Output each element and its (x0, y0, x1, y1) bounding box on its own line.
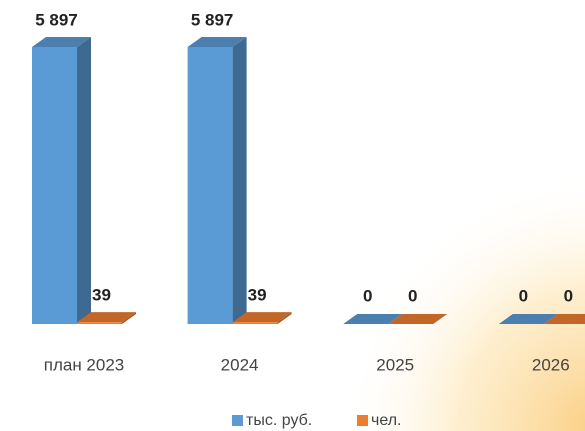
bar-top (187, 37, 247, 47)
legend-swatch (232, 415, 243, 426)
data-label: 39 (248, 286, 267, 305)
bar-side (277, 312, 292, 324)
bar-top (232, 312, 292, 323)
bar (77, 312, 136, 324)
x-tick-label: 2024 (221, 355, 259, 374)
bar-front (232, 322, 278, 324)
data-label: 0 (363, 286, 372, 305)
data-label: 5 897 (191, 10, 234, 29)
x-tick-label: план 2023 (44, 355, 125, 374)
bar (232, 312, 292, 324)
bar-side (232, 37, 247, 324)
bar-front (32, 47, 77, 324)
bar (32, 37, 91, 324)
data-label: 0 (564, 286, 573, 305)
x-tick-label: 2026 (532, 355, 570, 374)
bar-front (187, 47, 233, 324)
data-label: 0 (519, 286, 528, 305)
data-label: 39 (92, 286, 111, 305)
x-tick-label: 2025 (376, 355, 414, 374)
bar (543, 314, 585, 324)
bar-top (77, 312, 136, 323)
legend-label: тыс. руб. (246, 412, 312, 429)
bar (187, 37, 247, 324)
data-label: 5 897 (35, 10, 78, 29)
bar-top (343, 314, 403, 324)
legend-label: чел. (371, 412, 401, 429)
bar-top (32, 37, 91, 47)
bar-side (77, 37, 91, 324)
data-label: 0 (408, 286, 417, 305)
bar (343, 314, 403, 324)
bar-top (543, 314, 585, 324)
legend-swatch (357, 415, 368, 426)
bar (388, 314, 448, 324)
bar-top (388, 314, 448, 324)
bar-front (77, 322, 122, 324)
bar-side (122, 312, 136, 324)
bar (498, 314, 558, 324)
bar-top (498, 314, 558, 324)
